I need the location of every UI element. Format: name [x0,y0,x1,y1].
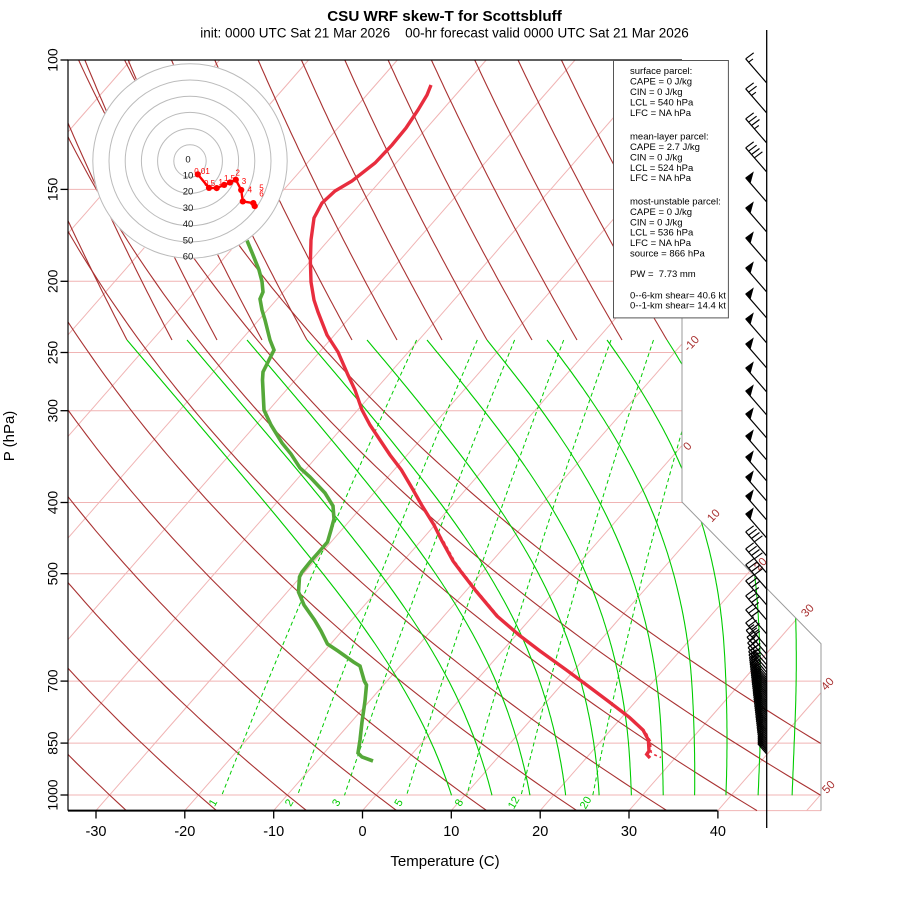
svg-text:1: 1 [207,797,220,808]
svg-text:60: 60 [183,252,194,263]
svg-text:2: 2 [235,168,240,177]
svg-text:LCL = 536 hPa: LCL = 536 hPa [630,228,694,239]
svg-text:0.01: 0.01 [194,167,210,176]
svg-text:-20: -20 [174,824,195,840]
svg-text:-10: -10 [263,824,284,840]
svg-text:CIN = 0 J/kg: CIN = 0 J/kg [630,217,683,228]
svg-text:30: 30 [183,203,194,214]
svg-text:40: 40 [710,824,726,840]
svg-text:LFC = NA hPa: LFC = NA hPa [630,108,692,119]
svg-text:init: 0000 UTC Sat 21 Mar 2026: init: 0000 UTC Sat 21 Mar 2026 00-hr for… [200,26,689,41]
svg-text:-30: -30 [86,824,107,840]
svg-text:4: 4 [248,186,253,195]
svg-text:3: 3 [242,177,247,186]
svg-text:400: 400 [45,491,61,515]
svg-text:5: 5 [259,184,264,193]
svg-text:200: 200 [45,269,61,293]
svg-text:PW = 7.73 mm: PW = 7.73 mm [630,269,696,280]
svg-text:30: 30 [621,824,637,840]
svg-text:300: 300 [45,399,61,423]
svg-text:CSU WRF skew-T for Scottsbluff: CSU WRF skew-T for Scottsbluff [327,8,563,25]
svg-text:0: 0 [185,154,190,165]
svg-text:source = 866 hPa: source = 866 hPa [630,248,705,259]
svg-text:8: 8 [453,797,466,808]
svg-text:700: 700 [45,669,61,693]
svg-text:12: 12 [506,795,523,812]
svg-text:5: 5 [392,797,405,808]
svg-text:20: 20 [532,824,548,840]
svg-text:1: 1 [218,178,223,187]
svg-text:20: 20 [578,795,595,812]
svg-text:CIN = 0 J/kg: CIN = 0 J/kg [630,87,683,98]
svg-text:CIN = 0 J/kg: CIN = 0 J/kg [630,152,683,163]
svg-text:CAPE = 0 J/kg: CAPE = 0 J/kg [630,76,692,87]
svg-text:most-unstable parcel:: most-unstable parcel: [630,197,721,208]
svg-text:6: 6 [259,189,264,198]
svg-text:LFC = NA hPa: LFC = NA hPa [630,173,692,184]
svg-text:LCL = 540 hPa: LCL = 540 hPa [630,97,694,108]
svg-text:150: 150 [45,178,61,202]
svg-text:0--6-km shear= 40.6 kt: 0--6-km shear= 40.6 kt [630,290,726,301]
svg-text:20: 20 [183,187,194,198]
svg-text:LFC = NA hPa: LFC = NA hPa [630,238,692,249]
svg-text:1000: 1000 [45,779,61,810]
svg-text:40: 40 [183,219,194,230]
svg-text:500: 500 [45,562,61,586]
svg-text:10: 10 [443,824,459,840]
svg-text:CAPE = 2.7 J/kg: CAPE = 2.7 J/kg [630,142,700,153]
svg-text:2: 2 [283,797,296,808]
svg-text:250: 250 [45,341,61,365]
svg-text:CAPE = 0 J/kg: CAPE = 0 J/kg [630,207,692,218]
svg-text:Temperature (C): Temperature (C) [390,853,499,870]
svg-text:0: 0 [358,824,366,840]
svg-text:850: 850 [45,731,61,755]
svg-text:3: 3 [330,797,343,808]
svg-text:P (hPa): P (hPa) [1,411,18,462]
svg-text:10: 10 [183,171,194,182]
svg-text:surface parcel:: surface parcel: [630,66,692,77]
svg-text:100: 100 [45,48,61,72]
svg-text:0--1-km shear= 14.4 kt: 0--1-km shear= 14.4 kt [630,301,726,312]
svg-text:mean-layer parcel:: mean-layer parcel: [630,131,709,142]
svg-text:1.5: 1.5 [224,174,236,183]
svg-text:0.5: 0.5 [204,179,216,188]
svg-text:50: 50 [183,235,194,246]
svg-text:LCL = 524 hPa: LCL = 524 hPa [630,163,694,174]
